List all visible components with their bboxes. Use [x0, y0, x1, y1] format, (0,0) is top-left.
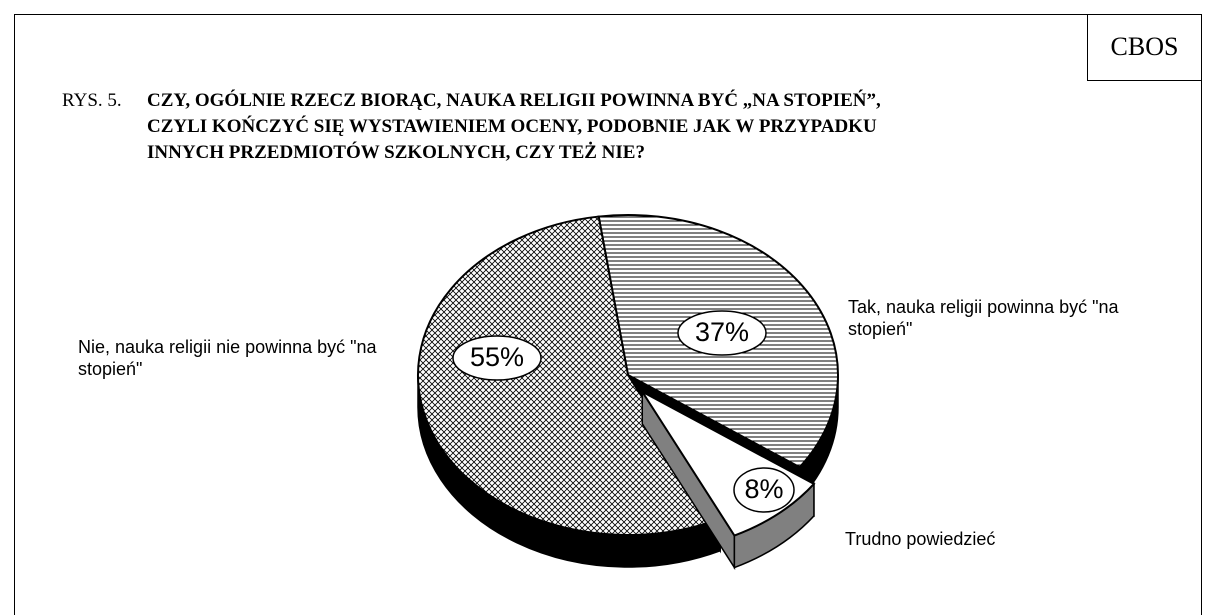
slice — [417, 215, 722, 536]
page: CBOS RYS. 5. 37% 8% 55% CZY, OGÓLNIE RZECZ… — [14, 14, 1202, 615]
value-label-bg — [452, 335, 542, 381]
slice-label: Trudno powiedzieć — [845, 529, 996, 549]
chart-title: CZY, OGÓLNIE RZECZ BIORĄC, NAUKA RELIGII… — [147, 90, 881, 111]
slice-label: Tak, nauka religii powinna być "na stopi… — [848, 297, 1119, 339]
source: CBOS — [1087, 14, 1201, 81]
value-label-bg — [677, 310, 767, 356]
frame — [14, 14, 1202, 615]
figure-label: RYS. 5. — [62, 90, 122, 111]
value-label: 37% — [695, 317, 749, 347]
slice-label: Nie, nauka religii nie powinna być "na s… — [78, 337, 377, 379]
chart: 37% 8% 55% — [417, 214, 839, 571]
value-label: 55% — [470, 342, 524, 372]
value-label-bg — [733, 467, 795, 513]
chart-title: CZYLI KOŃCZYĆ SIĘ WYSTAWIENIEM OCENY, PO… — [147, 116, 877, 137]
chart-title: INNYCH PRZEDMIOTÓW SZKOLNYCH, CZY TEŻ NI… — [147, 142, 645, 163]
value-label: 8% — [744, 474, 783, 504]
